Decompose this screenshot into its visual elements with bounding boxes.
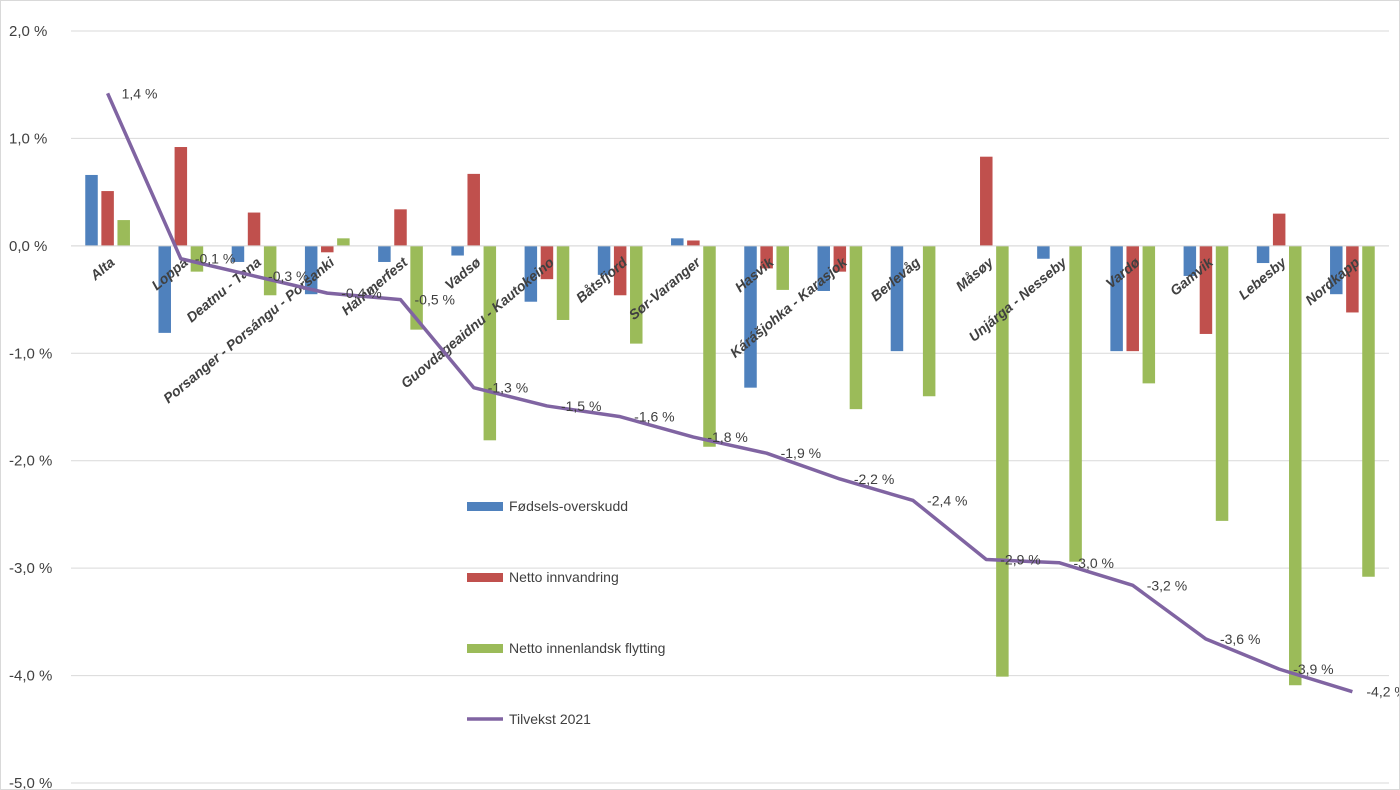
bar	[263, 245, 277, 296]
bar	[410, 245, 423, 330]
line-data-label: -3,0 %	[1074, 555, 1114, 571]
legend-swatch	[467, 573, 503, 582]
bar	[996, 245, 1009, 677]
bar	[483, 245, 497, 441]
bar	[321, 245, 334, 253]
bar	[524, 245, 538, 302]
line-data-label: -1,3 %	[488, 380, 528, 396]
legend-label: Fødsels-overskudd	[509, 498, 628, 514]
line-data-label: -3,6 %	[1220, 631, 1260, 647]
line-data-label: -3,9 %	[1293, 661, 1333, 677]
bar	[1362, 245, 1375, 577]
y-tick-label: 0,0 %	[9, 238, 47, 255]
y-tick-label: -4,0 %	[9, 668, 52, 685]
line-data-label: -0,5 %	[415, 292, 455, 308]
category-label: Vadsø	[442, 254, 484, 293]
bar	[613, 245, 627, 296]
line-data-label: -1,9 %	[781, 445, 821, 461]
bar	[687, 240, 700, 246]
y-tick-label: -1,0 %	[9, 345, 52, 362]
bar	[451, 245, 464, 256]
line-data-label: -3,2 %	[1147, 577, 1187, 593]
line-data-label: -1,5 %	[561, 398, 601, 414]
bar	[540, 245, 554, 280]
bars	[85, 147, 1375, 686]
bar	[703, 245, 716, 447]
line-data-label: -2,9 %	[1000, 552, 1040, 568]
bar	[597, 245, 611, 275]
bar	[1256, 245, 1270, 264]
bar	[1183, 245, 1197, 276]
legend-label: Tilvekst 2021	[509, 711, 591, 727]
bar	[833, 245, 847, 272]
bar	[922, 245, 936, 397]
bar	[337, 238, 350, 246]
bar	[630, 245, 643, 344]
bar	[394, 209, 407, 246]
legend-label: Netto innenlandsk flytting	[509, 640, 665, 656]
bar	[776, 245, 789, 290]
bar	[117, 220, 130, 246]
bar	[378, 245, 391, 262]
bar	[744, 245, 757, 388]
line-data-label: 1,4 %	[122, 85, 158, 101]
bar	[158, 245, 171, 333]
legend-swatch	[467, 502, 503, 511]
growth-line-series	[106, 92, 1353, 694]
line-data-label: -0,4 %	[341, 285, 381, 301]
bar	[1069, 245, 1082, 562]
bar	[174, 147, 188, 246]
bar	[890, 245, 904, 352]
bar	[1330, 245, 1343, 295]
line-data-label: -1,8 %	[707, 429, 747, 445]
y-axis-tick-labels: 2,0 % 1,0 % 0,0 % -1,0 % -2,0 % -3,0 % -4,0 % -…	[9, 23, 52, 789]
bar	[467, 173, 480, 246]
bar	[980, 156, 993, 246]
bar	[1110, 245, 1123, 352]
line-data-label: -2,2 %	[854, 471, 894, 487]
bar	[1142, 245, 1156, 384]
line-data-label: -1,6 %	[634, 409, 674, 425]
bar	[1346, 245, 1359, 313]
legend-label: Netto innvandring	[509, 569, 619, 585]
gridlines	[71, 30, 1389, 784]
y-tick-label: -5,0 %	[9, 775, 52, 789]
bar	[1037, 245, 1050, 259]
bar	[85, 174, 98, 246]
bar	[1289, 245, 1302, 686]
category-label: Alta	[86, 254, 117, 284]
line-data-labels: 1,4 % -0,1 % -0,3 % -0,4 % -0,5 % -1,3 % -1,5 …	[122, 85, 1399, 699]
tilvekst-line	[106, 92, 1353, 694]
y-tick-label: 1,0 %	[9, 130, 47, 147]
bar	[1126, 245, 1139, 352]
bar	[231, 245, 245, 262]
line-data-label: -0,3 %	[268, 268, 308, 284]
bar	[760, 245, 773, 269]
bar	[849, 245, 863, 410]
bar	[556, 245, 570, 320]
line-data-label: -2,4 %	[927, 492, 967, 508]
bar	[247, 212, 261, 246]
legend: Fødsels-overskudd Netto innvandring Netto …	[467, 498, 665, 727]
line-data-label: -0,1 %	[195, 251, 235, 267]
bar	[1199, 245, 1213, 334]
y-tick-label: -2,0 %	[9, 453, 52, 470]
bar	[190, 245, 204, 272]
bar	[101, 191, 114, 246]
legend-swatch	[467, 644, 503, 653]
line-data-label: -4,2 %	[1366, 684, 1399, 700]
y-tick-label: -3,0 %	[9, 560, 52, 577]
bar	[304, 245, 318, 295]
bar	[817, 245, 830, 291]
bar	[671, 238, 684, 246]
y-tick-label: 2,0 %	[9, 23, 47, 40]
category-label: Måsøy	[953, 253, 998, 294]
bar	[1215, 245, 1229, 521]
bar	[1272, 213, 1286, 246]
